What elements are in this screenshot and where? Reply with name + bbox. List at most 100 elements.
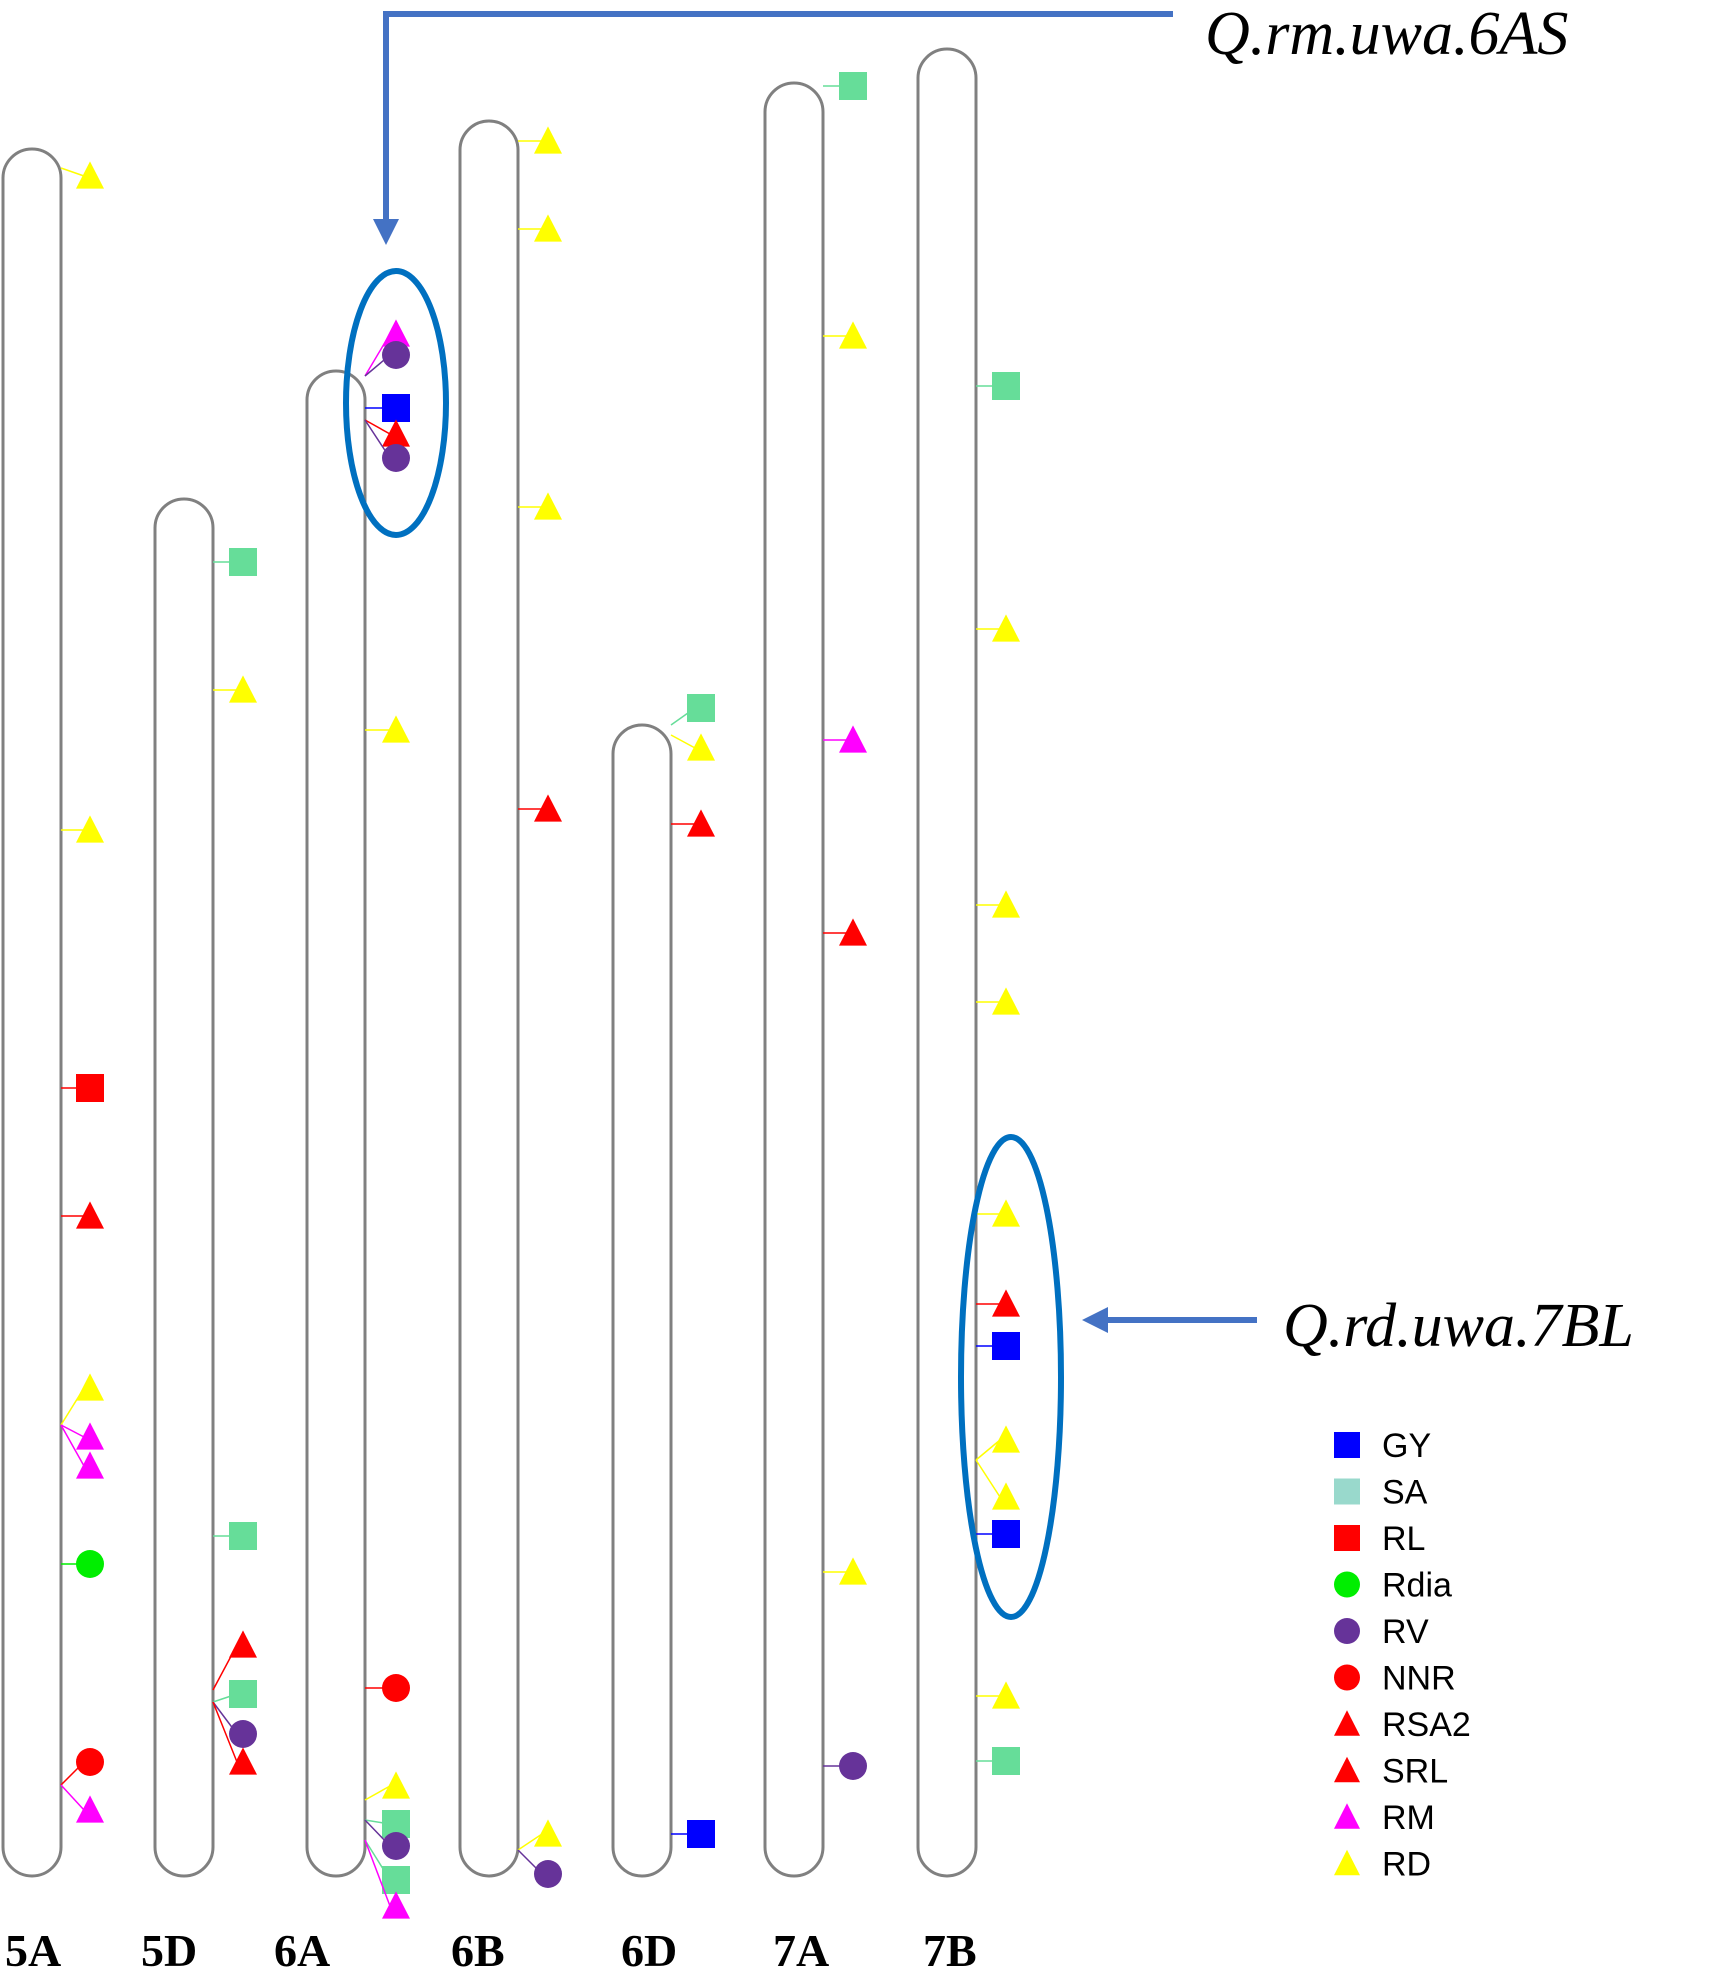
chromosome-7A [763,81,825,1878]
marker-rv [382,341,410,369]
highlight-ellipse-6as [343,268,449,538]
marker-rd [76,161,104,189]
legend-label-gy: GY [1382,1427,1431,1465]
legend-label-rsa2: RSA2 [1382,1706,1471,1744]
marker-connector [364,1839,391,1907]
marker-sa [839,72,867,100]
legend-swatch-srl [1334,1756,1360,1783]
legend-swatch-nnr [1334,1664,1360,1691]
marker-rsa2 [534,794,562,822]
marker-rd [992,987,1020,1015]
marker-rd [992,1199,1020,1227]
legend-item-rd: RD [1334,1846,1431,1884]
legend-swatch-rd [1334,1849,1360,1876]
marker-nnr [382,1674,410,1702]
marker-rm [76,1795,104,1823]
marker-rd [992,1681,1020,1709]
marker-rd [382,1771,410,1799]
arrow-7bl-head [1082,1307,1108,1333]
marker-nnr [76,1748,104,1776]
legend-label-rm: RM [1382,1799,1435,1837]
marker-rsa2 [839,918,867,946]
marker-connector [60,1784,85,1811]
marker-rsa2 [992,1289,1020,1317]
legend-swatch-rsa2 [1334,1710,1360,1736]
marker-rd [992,1482,1020,1510]
marker-rd [839,321,867,349]
marker-rv [229,1720,257,1748]
arrow-6as-line [383,11,1173,222]
legend-item-sa: SA [1334,1474,1428,1512]
chromosome-7B [916,47,978,1878]
marker-gy [992,1520,1020,1548]
marker-rm [76,1422,104,1450]
qtl-labels: Q.rm.uwa.6AS Q.rd.uwa.7BL [1205,0,1634,1360]
marker-sa [382,1866,410,1894]
chromosome-labels: 5A 5D 6A 6B 6D 7A 7B [5,1925,977,1976]
marker-rd [534,214,562,242]
chromosome-5D [153,497,215,1878]
marker-sa [992,372,1020,400]
legend-item-nnr: NNR [1334,1660,1456,1698]
marker-rd [992,890,1020,918]
legend-item-rsa2: RSA2 [1334,1706,1471,1744]
marker-sa [687,694,715,722]
marker-rd [534,1819,562,1847]
legend-swatch-sa [1334,1478,1360,1505]
legend-swatch-rdia [1334,1571,1360,1598]
chromosome-label-6D: 6D [621,1925,677,1976]
marker-rd [992,614,1020,642]
legend-item-gy: GY [1334,1427,1431,1465]
marker-rsa2 [229,1630,257,1658]
marker-rv [839,1752,867,1780]
qtl-label-7bl: Q.rd.uwa.7BL [1283,1292,1634,1360]
marker-sa [229,548,257,576]
chromosome-5A [1,147,63,1878]
marker-rd [229,675,257,703]
chromosome-label-5A: 5A [5,1925,61,1976]
legend-label-sa: SA [1382,1474,1428,1512]
marker-rsa2 [382,419,410,447]
marker-connector [364,419,391,435]
arrow-6as-head [373,219,399,245]
legend-label-nnr: NNR [1382,1660,1456,1698]
legend-item-rl: RL [1334,1520,1425,1558]
chromosome-label-7A: 7A [773,1925,829,1976]
qtl-label-6as: Q.rm.uwa.6AS [1205,0,1568,68]
marker-rsa2 [76,1201,104,1229]
marker-rv [382,1832,410,1860]
marker-sa [992,1747,1020,1775]
marker-srl [229,1747,257,1775]
chromosome-6D [611,723,673,1878]
marker-rl [76,1074,104,1102]
marker-rd [839,1557,867,1585]
chromosome-label-7B: 7B [923,1925,977,1976]
legend-label-rl: RL [1382,1520,1425,1558]
marker-gy [992,1332,1020,1360]
marker-rd [76,1373,104,1401]
marker-connector [975,1439,1001,1461]
legend-label-srl: SRL [1382,1753,1448,1791]
marker-rm [382,319,410,347]
marker-connector [60,167,85,177]
highlight-ellipse-7bl [958,1134,1064,1620]
marker-rd [992,1425,1020,1453]
marker-rd [534,492,562,520]
marker-connector [212,1701,238,1763]
markers-layer [60,72,1020,1919]
chromosome-label-5D: 5D [141,1925,197,1976]
marker-rd [382,715,410,743]
legend-item-rv: RV [1334,1613,1429,1651]
legend-swatch-rl [1334,1525,1360,1551]
marker-gy [687,1820,715,1848]
legend-label-rv: RV [1382,1613,1429,1651]
marker-rv [382,444,410,472]
legend-swatch-rm [1334,1803,1360,1829]
legend-item-rm: RM [1334,1799,1435,1837]
marker-connector [60,1424,85,1438]
marker-rdia [76,1550,104,1578]
marker-connector [517,1833,543,1851]
marker-rsa2 [687,809,715,837]
marker-connector [60,1424,85,1467]
